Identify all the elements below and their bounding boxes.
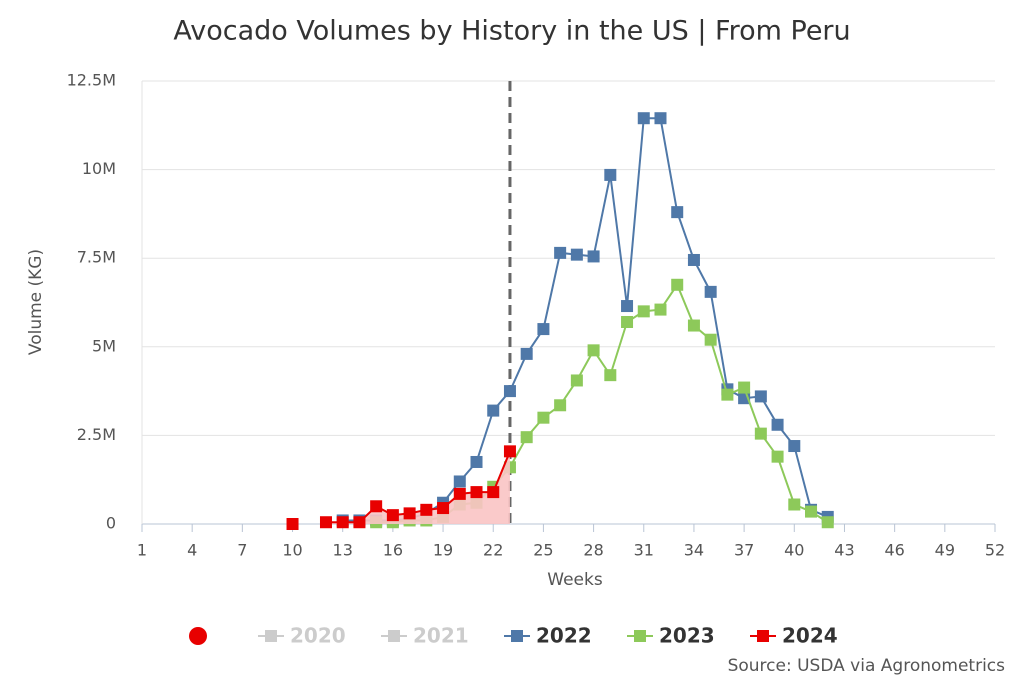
legend-marker bbox=[757, 630, 769, 642]
legend-label[interactable]: 2021 bbox=[413, 624, 469, 648]
marker bbox=[654, 112, 667, 125]
marker bbox=[771, 450, 784, 463]
marker bbox=[470, 486, 483, 499]
x-tick-label: 49 bbox=[935, 541, 955, 560]
x-axis-label: Weeks bbox=[547, 570, 603, 590]
marker bbox=[453, 487, 466, 500]
area bbox=[292, 451, 510, 524]
marker bbox=[687, 319, 700, 332]
marker bbox=[420, 503, 433, 516]
marker bbox=[621, 300, 634, 313]
x-tick-label: 43 bbox=[834, 541, 854, 560]
marker bbox=[520, 431, 533, 444]
marker bbox=[370, 500, 383, 513]
marker bbox=[788, 498, 801, 511]
marker bbox=[788, 440, 801, 453]
x-tick-label: 13 bbox=[333, 541, 353, 560]
marker bbox=[671, 278, 684, 291]
x-tick-label: 22 bbox=[483, 541, 503, 560]
marker bbox=[654, 303, 667, 316]
legend-marker bbox=[511, 630, 523, 642]
marker bbox=[503, 445, 516, 458]
marker bbox=[453, 475, 466, 488]
marker bbox=[570, 248, 583, 261]
marker bbox=[587, 250, 600, 263]
legend-marker bbox=[265, 630, 277, 642]
y-tick-label: 5M bbox=[92, 336, 116, 355]
marker bbox=[554, 246, 567, 259]
marker bbox=[721, 388, 734, 401]
marker bbox=[520, 347, 533, 360]
marker bbox=[604, 369, 617, 382]
y-tick-label: 10M bbox=[82, 159, 116, 178]
marker bbox=[537, 323, 550, 336]
marker bbox=[621, 315, 634, 328]
legend-label[interactable]: 2020 bbox=[290, 624, 346, 648]
marker bbox=[687, 253, 700, 266]
x-tick-label: 52 bbox=[985, 541, 1005, 560]
x-tick-label: 34 bbox=[684, 541, 704, 560]
chart-title: Avocado Volumes by History in the US | F… bbox=[173, 16, 850, 47]
x-tick-label: 31 bbox=[634, 541, 654, 560]
marker bbox=[487, 486, 500, 499]
legend-dot bbox=[189, 627, 207, 645]
marker bbox=[570, 374, 583, 387]
source-note: Source: USDA via Agronometrics bbox=[728, 656, 1006, 676]
marker bbox=[503, 385, 516, 398]
x-tick-label: 37 bbox=[734, 541, 754, 560]
marker bbox=[319, 516, 332, 529]
x-tick-label: 19 bbox=[433, 541, 453, 560]
marker bbox=[554, 399, 567, 412]
x-tick-label: 16 bbox=[383, 541, 403, 560]
line bbox=[342, 117, 829, 522]
marker bbox=[805, 505, 818, 518]
x-tick-label: 10 bbox=[282, 541, 302, 560]
marker bbox=[604, 168, 617, 181]
marker bbox=[437, 502, 450, 515]
marker bbox=[386, 509, 399, 522]
y-tick-label: 12.5M bbox=[67, 71, 116, 90]
y-tick-label: 2.5M bbox=[77, 425, 116, 444]
x-tick-label: 1 bbox=[137, 541, 147, 560]
marker bbox=[704, 285, 717, 298]
line bbox=[376, 282, 829, 524]
marker bbox=[771, 418, 784, 431]
legend-label[interactable]: 2022 bbox=[536, 624, 592, 648]
x-tick-label: 40 bbox=[784, 541, 804, 560]
legend-marker bbox=[388, 630, 400, 642]
marker bbox=[487, 404, 500, 417]
marker bbox=[754, 390, 767, 403]
marker bbox=[537, 411, 550, 424]
marker bbox=[704, 333, 717, 346]
marker bbox=[403, 507, 416, 520]
marker bbox=[754, 427, 767, 440]
marker bbox=[637, 112, 650, 125]
marker bbox=[470, 455, 483, 468]
marker bbox=[286, 518, 299, 530]
marker bbox=[336, 516, 349, 529]
legend-label[interactable]: 2024 bbox=[782, 624, 838, 648]
y-tick-label: 7.5M bbox=[77, 248, 116, 267]
x-tick-label: 4 bbox=[187, 541, 197, 560]
marker bbox=[738, 381, 751, 394]
x-tick-label: 46 bbox=[884, 541, 904, 560]
marker bbox=[587, 344, 600, 357]
y-axis-label: Volume (KG) bbox=[26, 249, 46, 355]
y-tick-label: 0 bbox=[106, 514, 116, 533]
x-tick-label: 28 bbox=[583, 541, 603, 560]
marker bbox=[353, 516, 366, 529]
marker bbox=[671, 206, 684, 219]
legend-label[interactable]: 2023 bbox=[659, 624, 715, 648]
legend-marker bbox=[634, 630, 646, 642]
marker bbox=[637, 305, 650, 318]
marker bbox=[821, 516, 834, 529]
x-tick-label: 7 bbox=[237, 541, 247, 560]
x-tick-label: 25 bbox=[533, 541, 553, 560]
